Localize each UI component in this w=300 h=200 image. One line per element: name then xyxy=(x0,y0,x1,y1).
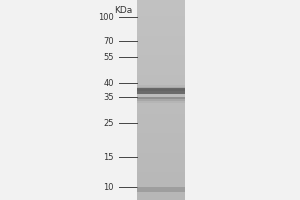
Text: 10: 10 xyxy=(103,182,114,192)
Bar xyxy=(136,85,184,91)
Text: 35: 35 xyxy=(103,92,114,102)
Text: 25: 25 xyxy=(103,118,114,128)
Text: 15: 15 xyxy=(103,152,114,162)
Bar xyxy=(136,88,184,94)
Text: 40: 40 xyxy=(103,78,114,88)
Bar xyxy=(136,89,184,91)
Text: 55: 55 xyxy=(103,52,114,62)
Bar xyxy=(136,97,184,103)
Text: 70: 70 xyxy=(103,36,114,46)
Bar xyxy=(136,187,184,192)
Text: 100: 100 xyxy=(98,12,114,21)
Bar xyxy=(136,87,184,91)
Bar xyxy=(136,97,184,101)
Text: KDa: KDa xyxy=(114,6,132,15)
Bar xyxy=(136,97,184,99)
